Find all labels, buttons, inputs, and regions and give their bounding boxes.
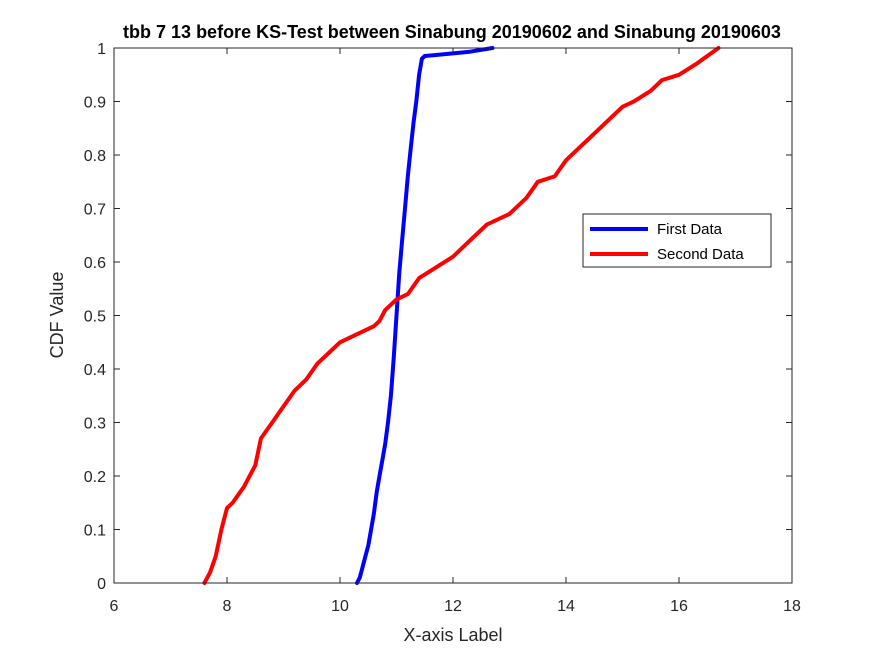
legend-label-second-data: Second Data xyxy=(657,246,744,263)
series-line-second-data xyxy=(202,46,721,585)
plot-area xyxy=(114,48,792,583)
y-tick-label: 1 xyxy=(97,41,106,58)
x-tick-label: 14 xyxy=(557,598,575,615)
y-tick-label: 0.3 xyxy=(84,416,106,433)
chart-title: tbb 7 13 before KS-Test between Sinabung… xyxy=(123,22,781,42)
y-tick-label: 0.8 xyxy=(84,148,106,165)
x-tick-label: 10 xyxy=(331,598,349,615)
x-tick-label: 12 xyxy=(444,598,462,615)
x-tick-label: 6 xyxy=(110,598,119,615)
x-tick-label: 18 xyxy=(783,598,801,615)
y-tick-label: 0 xyxy=(97,576,106,593)
y-axis-label: CDF Value xyxy=(47,272,67,359)
legend-label-first-data: First Data xyxy=(657,221,723,238)
y-tick-label: 0.2 xyxy=(84,469,106,486)
y-tick-label: 0.5 xyxy=(84,309,106,326)
legend-box xyxy=(582,213,772,268)
y-tick-label: 0.7 xyxy=(84,202,106,219)
y-axis-ticks: 0 0.1 0.2 0.3 0.4 0.5 0.6 0.7 0.8 0.9 1 xyxy=(84,41,792,593)
x-tick-label: 16 xyxy=(670,598,688,615)
y-tick-label: 0.1 xyxy=(84,523,106,540)
series-layer xyxy=(202,46,721,585)
x-tick-label: 8 xyxy=(223,598,232,615)
y-tick-label: 0.4 xyxy=(84,362,106,379)
axes-background xyxy=(114,48,792,583)
y-tick-label: 0.9 xyxy=(84,95,106,112)
x-axis-ticks: 6 8 10 12 14 16 18 xyxy=(110,48,801,615)
y-tick-label: 0.6 xyxy=(84,255,106,272)
series-line-first-data xyxy=(355,46,495,585)
legend[interactable]: First Data Second Data xyxy=(582,213,772,268)
x-axis-label: X-axis Label xyxy=(403,625,502,645)
